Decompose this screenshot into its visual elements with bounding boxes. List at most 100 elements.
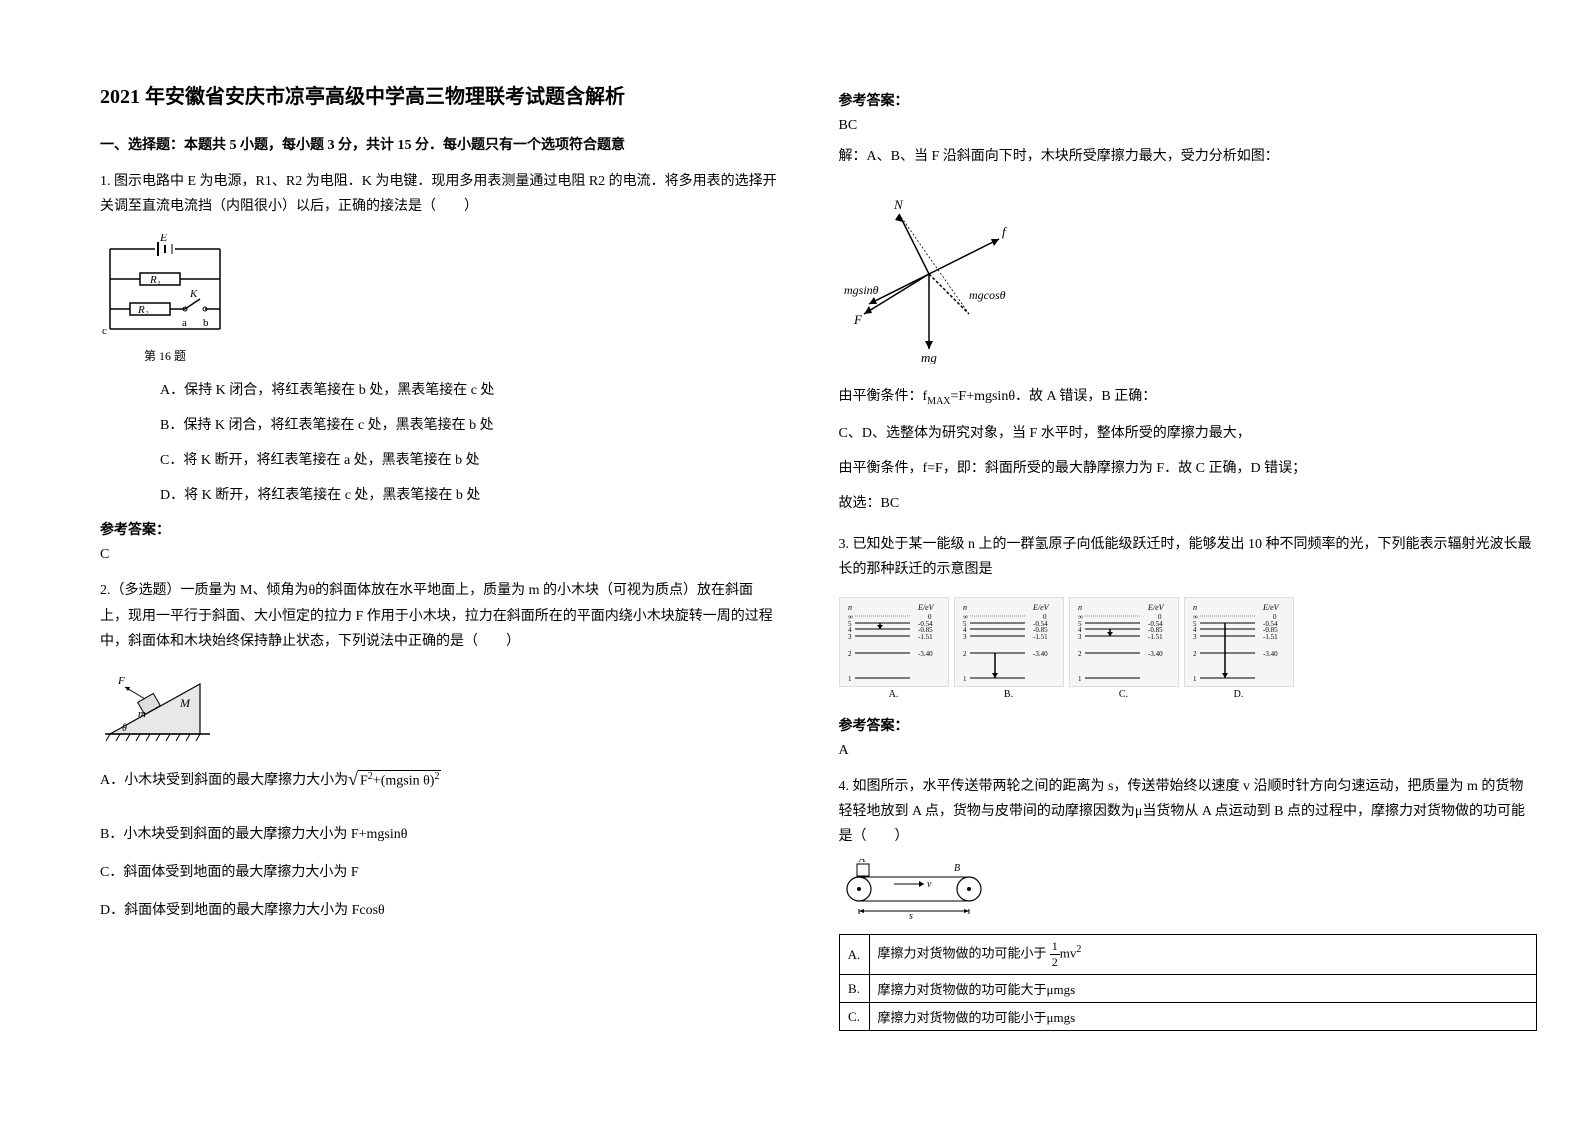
q3-answer: A [839,743,1538,759]
svg-text:-3.40: -3.40 [918,650,933,658]
q4-options-table: A. 摩擦力对货物做的功可能小于 1 2 mv2 B. 摩擦力对货物做的功可能大… [839,934,1538,1031]
svg-text:E/eV: E/eV [1147,603,1165,612]
q2-answer-label: 参考答案： [839,90,1538,110]
svg-text:3: 3 [1078,633,1082,641]
q2-sol-line3: C、D、选整体为研究对象，当 F 水平时，整体所受的摩擦力最大， [839,421,1538,446]
svg-text:3: 3 [963,633,967,641]
q1-answer-label: 参考答案： [100,519,779,539]
table-row: A. 摩擦力对货物做的功可能小于 1 2 mv2 [839,935,1537,975]
circuit-label-b: b [203,317,209,329]
force-label-mgsin: mgsinθ [844,283,879,297]
svg-text:1: 1 [848,675,852,683]
svg-text:n: n [1193,603,1197,612]
frac-num: 1 [1050,939,1060,955]
q1-text: 1. 图示电路中 E 为电源，R1、R2 为电阻．K 为电键．现用多用表测量通过… [100,169,779,219]
force-diagram: N f mgsinθ mgcosθ F mg [839,184,1538,369]
svg-text:1: 1 [1078,675,1082,683]
energy-panel-c: n E/eV ∞0 5-0.54 4-0.85 3-1.51 2-3.40 1 … [1069,597,1179,700]
panel-label-b: B. [954,689,1064,700]
force-label-f2: f [1002,224,1008,239]
svg-text:-1.51: -1.51 [918,633,933,641]
q4-opt-a-label: A. [839,935,869,975]
energy-level-diagrams: n E/eV ∞0 5-0.54 4-0.85 3-1.51 2-3.40 1 … [839,597,1538,700]
force-label-F: F [853,312,863,327]
q2-answer: BC [839,118,1538,134]
q4a-tail: mv [1060,946,1077,961]
conv-label-a: A [858,859,866,865]
table-row: B. 摩擦力对货物做的功可能大于μmgs [839,975,1537,1003]
q4a-pre: 摩擦力对货物做的功可能小于 [878,946,1047,961]
force-label-mgcos: mgcosθ [969,288,1006,302]
force-svg: N f mgsinθ mgcosθ F mg [839,184,1059,364]
q4-opt-b-label: B. [839,975,869,1003]
q2-opt-c: C．斜面体受到地面的最大摩擦力大小为 F [100,861,779,881]
q2-sol-line2: 由平衡条件：fMAX=F+mgsinθ．故 A 错误，B 正确： [839,384,1538,411]
q1-opt-a: A．保持 K 闭合，将红表笔接在 b 处，黑表笔接在 c 处 [160,379,779,399]
q2-a-mid: +(mgsin θ) [373,773,435,788]
svg-text:3: 3 [1193,633,1197,641]
svg-text:2: 2 [1078,650,1082,658]
svg-text:-1.51: -1.51 [1148,633,1163,641]
q1-opt-d: D．将 K 断开，将红表笔接在 c 处，黑表笔接在 b 处 [160,484,779,504]
svg-text:E/eV: E/eV [1032,603,1050,612]
svg-text:n: n [963,603,967,612]
section-heading: 一、选择题：本题共 5 小题，每小题 3 分，共计 15 分．每小题只有一个选项… [100,134,779,154]
circuit-label-r1: R₁ [149,274,161,286]
circuit-label-c: c [102,325,107,337]
svg-text:2: 2 [963,650,967,658]
svg-text:1: 1 [963,675,967,683]
q2-a-f: F [360,773,368,788]
q2-a-s2: 2 [434,771,439,782]
q2s2a: 由平衡条件：f [839,389,928,404]
svg-text:2: 2 [1193,650,1197,658]
force-label-n: N [893,197,904,212]
svg-text:3: 3 [848,633,852,641]
q1-answer: C [100,547,779,563]
conveyor-svg: A B v s [839,859,999,919]
incline-label-theta: θ [122,723,127,734]
q4-text: 4. 如图所示，水平传送带两轮之间的距离为 s，传送带始终以速度 v 沿顺时针方… [839,774,1538,850]
svg-text:2: 2 [848,650,852,658]
q3-answer-label: 参考答案： [839,715,1538,735]
q2-opt-b: B．小木块受到斜面的最大摩擦力大小为 F+mgsinθ [100,823,779,843]
svg-text:-1.51: -1.51 [1263,633,1278,641]
q4-opt-c-label: C. [839,1003,869,1031]
circuit-diagram: E R₁ R₂ K c a b 第 16 题 [100,234,230,364]
svg-text:-3.40: -3.40 [1263,650,1278,658]
q4-opt-b-text: 摩擦力对货物做的功可能大于μmgs [869,975,1537,1003]
incline-label-M: M [179,696,191,710]
panel-label-d: D. [1184,689,1294,700]
q1-opt-c: C．将 K 断开，将红表笔接在 a 处，黑表笔接在 b 处 [160,449,779,469]
incline-svg: F M m θ [100,669,220,744]
q2-opt-a: A．小木块受到斜面的最大摩擦力大小为 √ F2+(mgsin θ)2 [100,769,441,790]
q2-opt-a-radicand: F2+(mgsin θ)2 [358,770,441,790]
force-label-mg: mg [921,350,937,364]
q4-opt-a-text: 摩擦力对货物做的功可能小于 1 2 mv2 [869,935,1537,975]
circuit-label-r2: R₂ [137,304,149,316]
conv-label-s: s [909,911,913,919]
energy-panel-a: n E/eV ∞0 5-0.54 4-0.85 3-1.51 2-3.40 1 … [839,597,949,700]
svg-text:n: n [1078,603,1082,612]
q2s2b: =F+mgsinθ．故 A 错误，B 正确： [951,389,1157,404]
q2-text: 2.（多选题）一质量为 M、倾角为θ的斜面体放在水平地面上，质量为 m 的小木块… [100,578,779,654]
fraction: 1 2 [1050,939,1060,970]
incline-label-m: m [138,708,146,720]
q2-sol-line5: 故选：BC [839,491,1538,516]
conv-label-v: v [927,879,932,890]
circuit-caption: 第 16 题 [100,347,230,364]
panel-label-c: C. [1069,689,1179,700]
svg-text:1: 1 [1193,675,1197,683]
panel-label-a: A. [839,689,949,700]
energy-panel-d: n E/eV ∞0 5-0.54 4-0.85 3-1.51 2-3.40 1 … [1184,597,1294,700]
svg-text:-1.51: -1.51 [1033,633,1048,641]
q2-opt-a-pre: A．小木块受到斜面的最大摩擦力大小为 [100,769,348,789]
sqrt-icon: √ [348,769,358,790]
incline-label-f: F [117,675,125,687]
conveyor-diagram: A B v s [839,859,1538,924]
svg-text:E/eV: E/eV [1262,603,1280,612]
right-column: 参考答案： BC 解：A、B、当 F 沿斜面向下时，木块所受摩擦力最大，受力分析… [819,80,1538,1082]
table-row: C. 摩擦力对货物做的功可能小于μmgs [839,1003,1537,1031]
svg-text:-3.40: -3.40 [1148,650,1163,658]
circuit-label-a: a [182,317,187,329]
q1-opt-b: B．保持 K 闭合，将红表笔接在 c 处，黑表笔接在 b 处 [160,414,779,434]
